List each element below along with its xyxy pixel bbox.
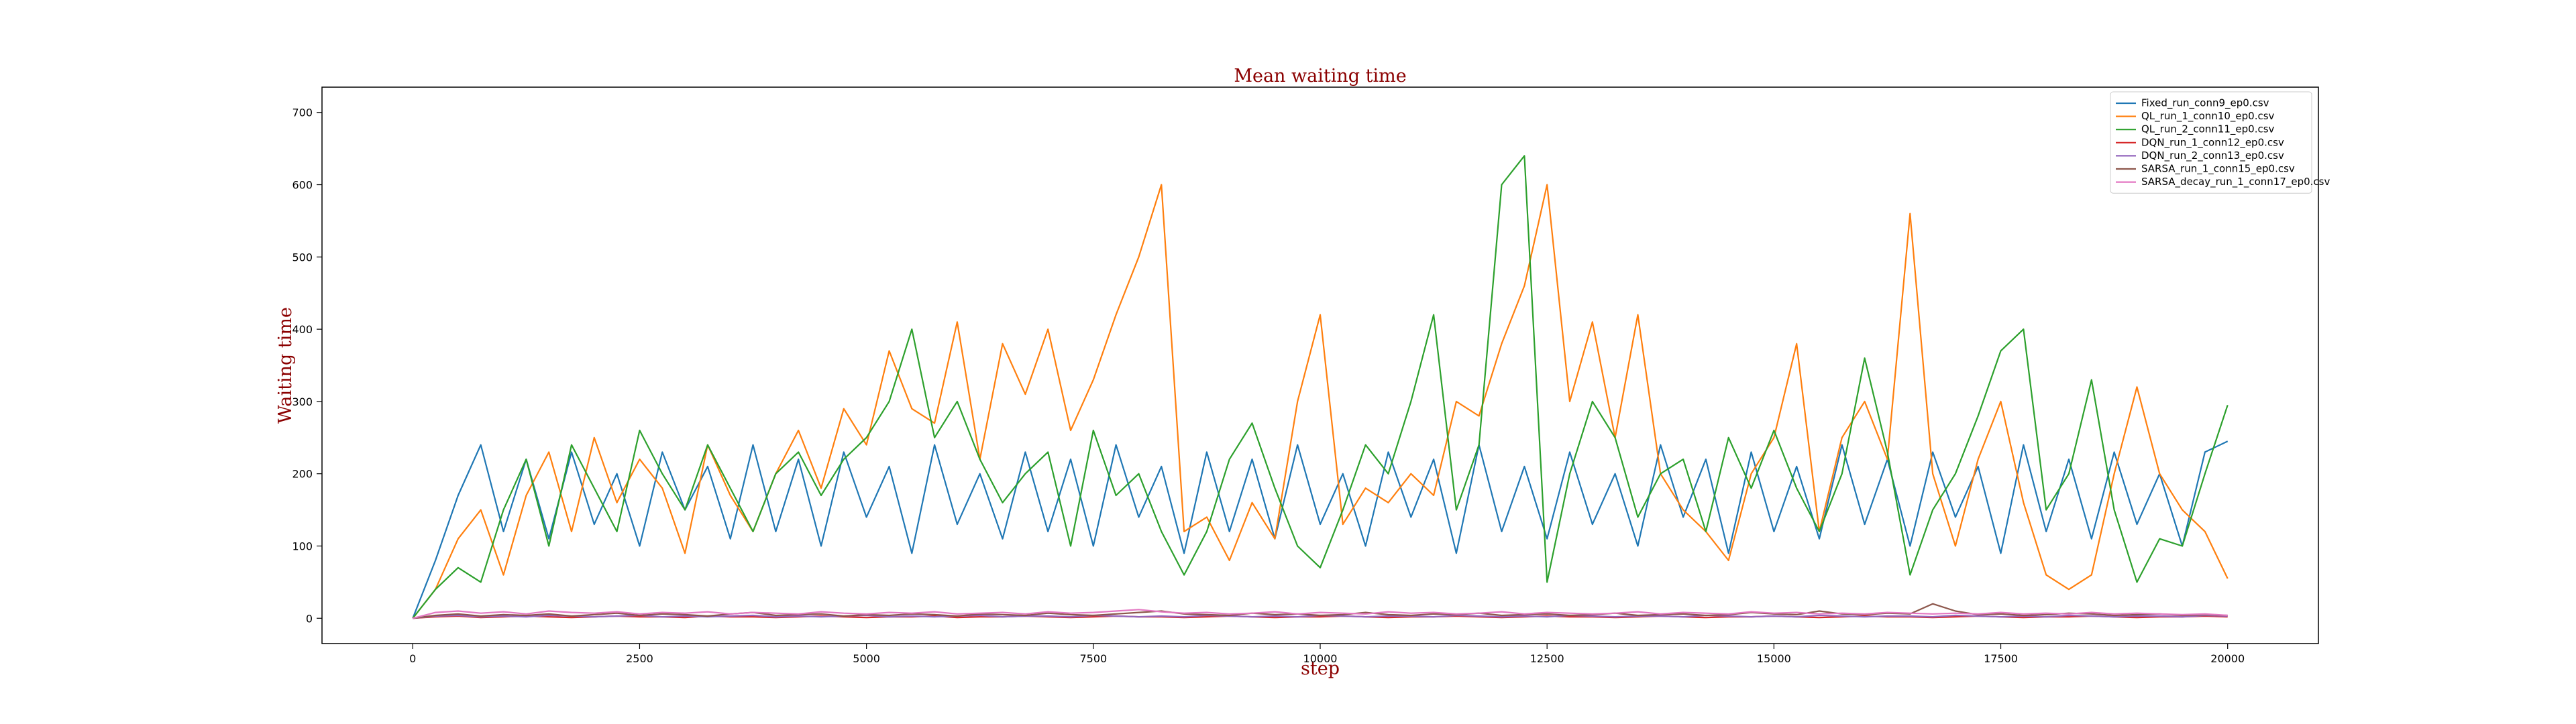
y-tick-label: 400 bbox=[292, 323, 313, 336]
y-tick-label: 200 bbox=[292, 468, 313, 481]
y-tick-label: 600 bbox=[292, 179, 313, 192]
legend-label: SARSA_run_1_conn15_ep0.csv bbox=[2141, 163, 2295, 176]
legend-label: SARSA_decay_run_1_conn17_ep0.csv bbox=[2141, 176, 2330, 188]
legend-label: DQN_run_1_conn12_ep0.csv bbox=[2141, 136, 2284, 149]
y-axis-label: Waiting time bbox=[275, 307, 296, 424]
x-tick-label: 20000 bbox=[2210, 652, 2245, 665]
x-tick-label: 12500 bbox=[1530, 652, 1564, 665]
y-tick-label: 100 bbox=[292, 540, 313, 552]
y-tick-label: 500 bbox=[292, 251, 313, 263]
x-tick-label: 5000 bbox=[853, 652, 880, 665]
x-tick-label: 17500 bbox=[1984, 652, 2018, 665]
chart-title: Mean waiting time bbox=[1234, 66, 1406, 86]
series-line bbox=[412, 440, 2229, 619]
y-tick-label: 300 bbox=[292, 396, 313, 408]
y-tick-label: 0 bbox=[306, 612, 313, 625]
series-line bbox=[412, 155, 2229, 619]
x-tick-label: 10000 bbox=[1303, 652, 1338, 665]
legend-label: Fixed_run_conn9_ep0.csv bbox=[2141, 97, 2269, 110]
y-tick-label: 700 bbox=[292, 107, 313, 119]
x-tick-label: 7500 bbox=[1079, 652, 1107, 665]
x-tick-label: 0 bbox=[409, 652, 416, 665]
legend-label: QL_run_2_conn11_ep0.csv bbox=[2141, 123, 2275, 136]
legend-box bbox=[2110, 91, 2312, 194]
x-tick-label: 15000 bbox=[1757, 652, 1791, 665]
series-line bbox=[413, 609, 2228, 619]
series-line bbox=[413, 603, 2228, 619]
legend-label: QL_run_1_conn10_ep0.csv bbox=[2141, 110, 2275, 123]
series-line bbox=[412, 184, 2229, 619]
legend-label: DQN_run_2_conn13_ep0.csv bbox=[2141, 149, 2284, 162]
x-axis-label: step bbox=[1301, 658, 1340, 679]
x-tick-label: 2500 bbox=[626, 652, 653, 665]
plot-area bbox=[412, 155, 2229, 619]
